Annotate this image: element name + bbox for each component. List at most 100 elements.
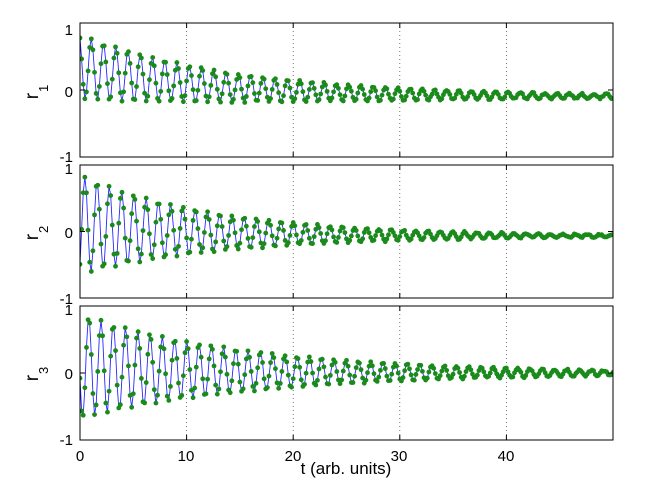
data-point — [465, 94, 471, 100]
data-point — [203, 391, 209, 397]
data-point — [282, 353, 288, 359]
data-point — [276, 226, 282, 232]
data-point — [269, 351, 275, 356]
data-point — [92, 212, 97, 218]
data-point — [256, 90, 262, 96]
data-point — [274, 82, 280, 87]
data-point — [205, 99, 211, 105]
data-point — [80, 412, 86, 418]
data-point — [237, 240, 243, 246]
data-point — [319, 356, 325, 362]
data-point — [402, 227, 408, 233]
data-point — [279, 368, 285, 374]
data-point — [229, 213, 235, 219]
data-point — [316, 225, 322, 231]
data-point — [245, 348, 251, 354]
data-point — [487, 370, 493, 376]
data-point — [368, 89, 374, 95]
data-point — [182, 93, 188, 99]
data-point — [145, 351, 151, 357]
data-point — [119, 374, 125, 380]
data-point — [405, 361, 411, 367]
data-point — [300, 229, 306, 235]
data-point — [324, 88, 330, 94]
data-point — [190, 395, 196, 401]
data-point — [518, 369, 524, 375]
data-point — [164, 393, 170, 399]
data-point — [126, 258, 131, 264]
data-point — [281, 228, 286, 233]
data-point — [142, 400, 148, 406]
data-point — [208, 232, 214, 238]
data-point — [368, 359, 374, 365]
data-point — [197, 242, 202, 247]
data-point — [250, 235, 256, 241]
data-point — [447, 92, 453, 97]
data-point — [231, 217, 236, 223]
data-point — [310, 241, 315, 246]
data-point — [103, 400, 109, 406]
data-point — [268, 222, 273, 228]
data-point — [310, 80, 315, 86]
data-point — [166, 88, 172, 94]
data-point — [266, 217, 272, 223]
data-point — [468, 367, 474, 373]
data-point — [350, 380, 356, 385]
data-point — [153, 400, 159, 406]
data-point — [421, 235, 427, 241]
data-point — [82, 174, 88, 180]
data-point — [263, 86, 269, 92]
data-point — [334, 82, 340, 88]
x-axis-label: t (arb. units) — [301, 459, 392, 478]
data-point — [179, 392, 185, 398]
data-point — [93, 402, 99, 408]
data-point — [403, 93, 409, 99]
data-point — [374, 94, 380, 100]
data-point — [98, 317, 104, 323]
panel-r2: 1 0 -1 r2 — [22, 161, 614, 308]
series-markers — [80, 174, 613, 274]
data-point — [295, 356, 301, 362]
data-point — [84, 190, 89, 196]
data-point — [235, 361, 241, 367]
data-point — [386, 91, 391, 97]
data-point — [211, 249, 217, 255]
data-point — [285, 240, 291, 246]
data-point — [389, 371, 395, 377]
data-point — [410, 90, 416, 96]
data-point — [340, 225, 346, 231]
data-point — [106, 388, 112, 394]
data-point — [242, 100, 248, 105]
data-point — [130, 391, 136, 397]
data-point — [226, 232, 231, 238]
data-point — [151, 387, 157, 393]
data-point — [135, 246, 141, 252]
data-point — [195, 226, 201, 231]
data-point — [292, 96, 298, 102]
data-point — [198, 354, 204, 360]
data-point — [198, 250, 204, 255]
data-point — [172, 338, 178, 344]
data-point — [276, 385, 282, 391]
data-point — [268, 96, 273, 101]
data-point — [82, 385, 88, 391]
data-point — [189, 73, 194, 78]
data-point — [292, 223, 298, 229]
data-point — [103, 59, 109, 65]
data-point — [111, 325, 117, 330]
data-point — [92, 69, 97, 75]
data-point — [407, 366, 412, 372]
data-point — [361, 92, 367, 97]
data-point — [159, 240, 165, 246]
data-point — [458, 90, 464, 96]
data-point — [339, 377, 345, 383]
data-point — [218, 99, 223, 105]
data-point — [90, 47, 96, 53]
data-point — [457, 370, 462, 375]
data-point — [180, 373, 186, 379]
data-point — [101, 261, 107, 267]
series-markers — [80, 317, 613, 418]
data-point — [379, 92, 385, 98]
data-point — [357, 360, 362, 366]
data-point — [289, 384, 294, 390]
